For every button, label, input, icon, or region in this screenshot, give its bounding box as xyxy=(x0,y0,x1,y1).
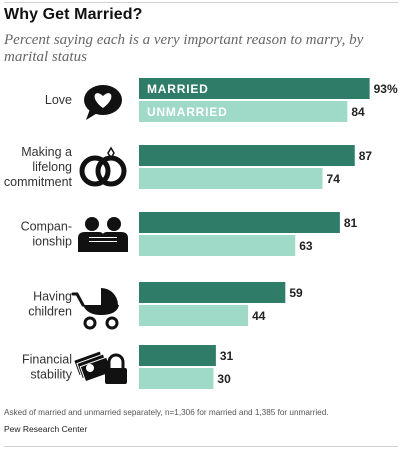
legend-label: UNMARRIED xyxy=(147,105,228,119)
category-label-line: lifelong xyxy=(32,160,72,174)
category-group: Making a lifelong commitment 87 74 xyxy=(4,145,373,189)
category-label-line: Making a xyxy=(21,145,72,159)
footnote: Asked of married and unmarried separatel… xyxy=(4,408,329,417)
value-label: 44 xyxy=(252,309,266,323)
source-credit: Pew Research Center xyxy=(4,424,88,434)
category-label-line: Compan- xyxy=(21,220,72,234)
value-label: 87 xyxy=(359,149,373,163)
chart-title: Why Get Married? xyxy=(4,6,143,23)
value-label: 74 xyxy=(327,172,341,186)
value-label: 93% xyxy=(374,82,398,96)
bar-married xyxy=(139,78,370,99)
value-label: 31 xyxy=(220,349,234,363)
chart-subtitle: Percent saying each is a very important … xyxy=(4,32,364,65)
value-label: 30 xyxy=(217,372,231,386)
bill-emblem xyxy=(86,364,94,372)
category-group: Financial stability 31 30 xyxy=(22,345,234,389)
linked-arms xyxy=(89,238,117,241)
couple-icon xyxy=(78,217,128,252)
speech-tail xyxy=(86,109,99,120)
bar-married xyxy=(139,345,216,366)
category-label: Love xyxy=(45,93,72,107)
value-label: 81 xyxy=(344,216,358,230)
top-rule xyxy=(4,2,398,3)
category-label: Compan-ionship xyxy=(21,220,72,249)
stroller-icon xyxy=(71,288,119,330)
value-label: 63 xyxy=(299,239,313,253)
value-label: 84 xyxy=(351,105,365,119)
bar-unmarried xyxy=(139,368,214,389)
legend-label: MARRIED xyxy=(147,82,209,96)
lock-body xyxy=(105,368,127,384)
heart-shape xyxy=(94,93,112,108)
category-label-line: ionship xyxy=(32,235,72,249)
rings-icon xyxy=(79,146,127,187)
category-label: Making a lifelong commitment xyxy=(4,145,73,189)
category-label-line: Financial xyxy=(22,353,72,367)
category-group: Having children 59 44 xyxy=(28,282,303,330)
stroller-basket xyxy=(83,305,119,315)
ring-diamond xyxy=(107,146,115,160)
category-label: Financial stability xyxy=(22,353,73,382)
bar-unmarried xyxy=(139,168,323,189)
category-group: Love 93% MARRIED 84 UNMARRIED xyxy=(45,78,398,122)
person-left-head xyxy=(85,217,99,231)
bar-unmarried xyxy=(139,101,348,122)
heart-speech-icon xyxy=(84,85,122,120)
bar-married xyxy=(139,145,355,166)
value-label: 59 xyxy=(289,286,303,300)
stroller-hood xyxy=(101,288,118,305)
category-label-line: children xyxy=(28,305,72,319)
bar-married xyxy=(139,282,286,303)
category-group: Compan-ionship 81 63 xyxy=(21,212,358,256)
category-label-line: Having xyxy=(33,290,72,304)
money-lock-icon xyxy=(73,350,127,384)
category-label-line: Love xyxy=(45,93,72,107)
category-label-line: stability xyxy=(30,368,72,382)
category-label-line: commitment xyxy=(4,175,73,189)
lock-shackle xyxy=(107,353,125,368)
stroller-wheel-left xyxy=(83,316,97,330)
ring-right xyxy=(95,155,127,187)
person-right-head xyxy=(107,217,121,231)
stroller-wheel-right xyxy=(105,316,119,330)
category-label: Having children xyxy=(28,290,72,319)
bottom-rule xyxy=(4,446,398,447)
bar-unmarried xyxy=(139,235,296,256)
bar-married xyxy=(139,212,340,233)
bar-unmarried xyxy=(139,305,249,326)
ring-left xyxy=(79,155,111,187)
stroller-handle xyxy=(71,292,85,307)
